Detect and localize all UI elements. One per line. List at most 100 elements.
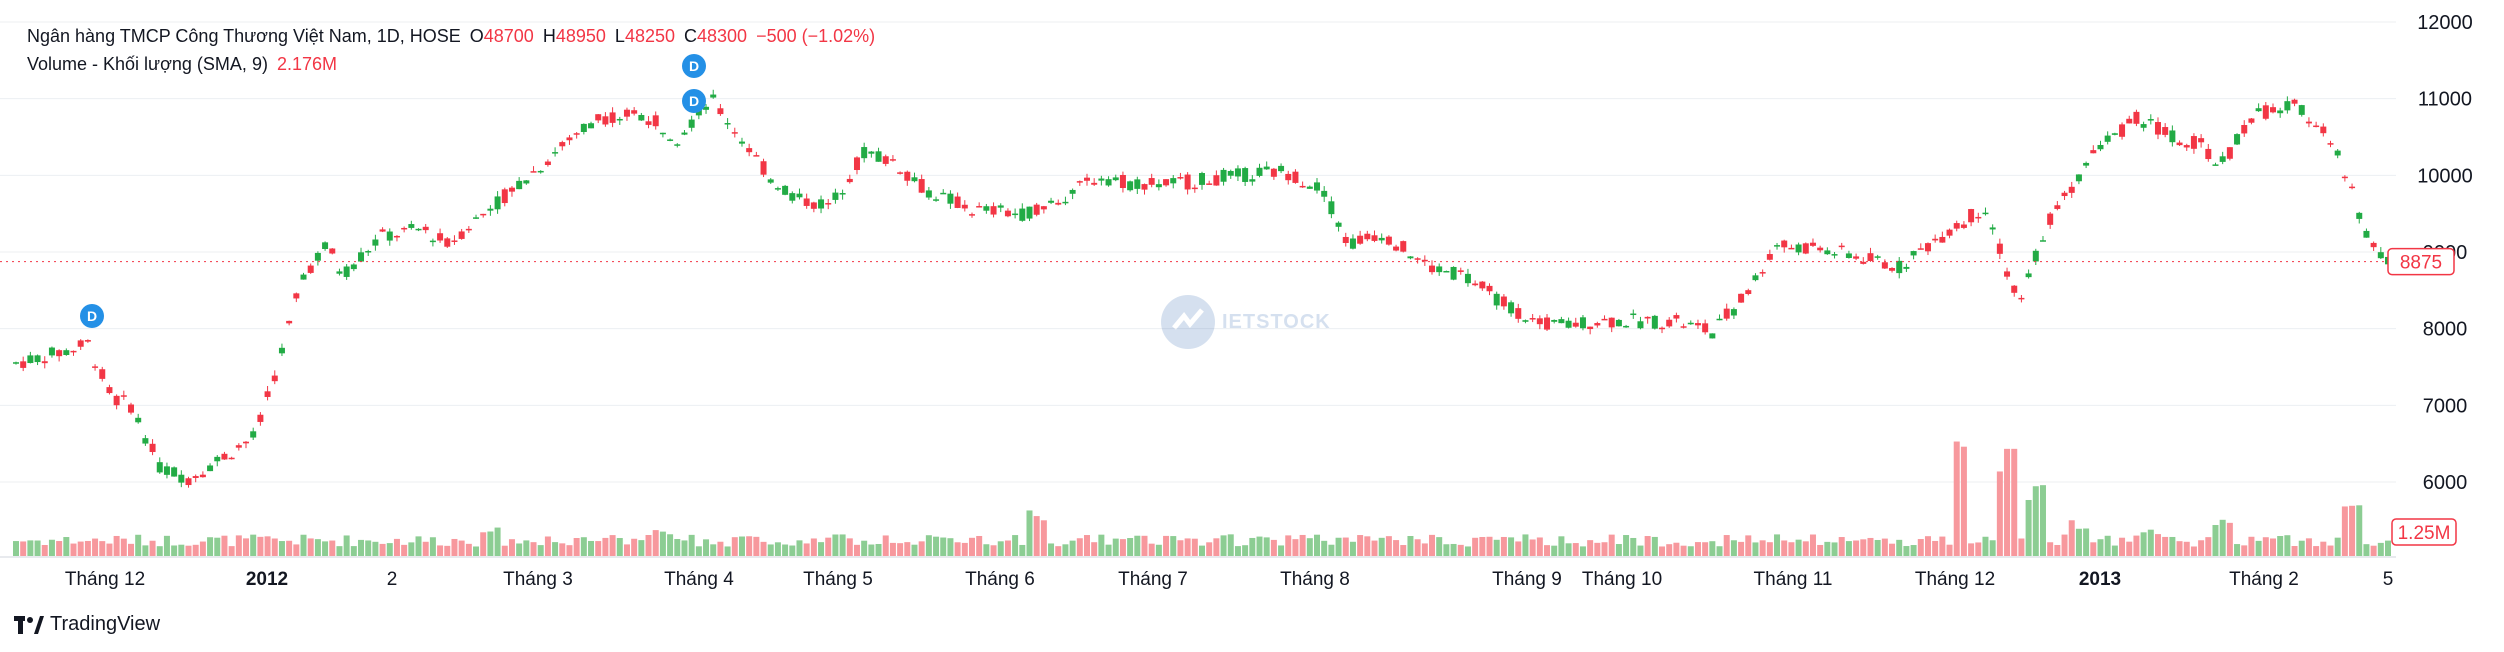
volume-bar <box>1802 541 1809 556</box>
volume-bar <box>904 542 911 556</box>
volume-bar <box>393 538 400 556</box>
candle-body <box>1163 179 1170 186</box>
volume-bar <box>1680 545 1687 556</box>
volume-bar <box>1213 538 1220 556</box>
candle-body <box>1256 167 1263 176</box>
candle-body <box>1342 236 1349 243</box>
candle-body <box>329 248 336 254</box>
candle-body <box>1637 321 1644 329</box>
candle-body <box>1824 250 1831 255</box>
volume-bar <box>803 543 810 556</box>
time-axis[interactable]: Tháng 12 2012 2 Tháng 3 Tháng 4 Tháng 5 Tháng … <box>65 569 2393 590</box>
volume-bar <box>1306 538 1313 556</box>
symbol-legend[interactable]: Ngân hàng TMCP Công Thương Việt Nam, 1D,… <box>27 26 879 47</box>
volume-bar <box>1227 534 1234 556</box>
volume-bar <box>580 537 587 556</box>
candle-body <box>1364 233 1371 240</box>
candle-body <box>1752 275 1759 281</box>
candle-body <box>552 152 559 154</box>
svg-text:D: D <box>689 58 699 74</box>
volume-bar <box>738 536 745 556</box>
dividend-marker[interactable]: D <box>80 304 104 328</box>
candle-body <box>77 340 84 347</box>
dividend-marker[interactable]: D <box>682 54 706 78</box>
candle-body <box>2320 126 2327 134</box>
candle-body <box>1608 317 1615 328</box>
volume-legend[interactable]: Volume - Khối lượng (SMA, 9) 2.176M <box>27 54 341 75</box>
candle-body <box>2190 136 2197 149</box>
volume-bar <box>2111 545 2118 556</box>
candle-body <box>2176 142 2183 146</box>
candle-body <box>1436 266 1443 273</box>
candle-body <box>1615 319 1622 327</box>
candle-body <box>609 112 616 123</box>
candle-body <box>501 189 508 204</box>
candle-body <box>1702 323 1709 333</box>
candle-body <box>1529 318 1536 320</box>
volume-bar <box>1608 534 1615 556</box>
candle-body <box>530 171 537 173</box>
candle-body <box>192 476 199 478</box>
volume-bar <box>1076 538 1083 556</box>
candle-body <box>2104 135 2111 142</box>
candle-body <box>120 395 127 397</box>
candle-body <box>149 443 156 453</box>
candle-body <box>968 214 975 216</box>
candle-body <box>171 467 178 477</box>
volume-bar <box>1493 539 1500 556</box>
candle-body <box>882 156 889 164</box>
candle-body <box>2298 105 2305 115</box>
volume-bar <box>746 536 753 556</box>
volume-bar <box>1220 535 1227 556</box>
tradingview-logo[interactable]: TradingView <box>14 613 160 636</box>
candle-body <box>2097 144 2104 150</box>
volume-bar <box>523 540 530 556</box>
price-axis[interactable]: 1200011000100009000800070006000 <box>2417 12 2473 494</box>
volume-bar <box>365 540 372 556</box>
volume-bar <box>1019 544 1026 556</box>
candle-body <box>1479 281 1486 289</box>
candle-body <box>343 266 350 277</box>
volume-bar <box>1989 540 1996 556</box>
volume-bar <box>925 535 932 556</box>
volume-bar <box>1155 544 1162 556</box>
volume-bar <box>1184 538 1191 556</box>
last-volume-label: 1.25M <box>2391 518 2457 546</box>
candle-body <box>544 161 551 166</box>
volume-bar <box>34 540 41 556</box>
candle-body <box>861 147 868 159</box>
volume-bar <box>1270 539 1277 556</box>
candle-body <box>142 438 149 444</box>
candle-body <box>1270 168 1277 177</box>
volume-bar <box>703 539 710 556</box>
time-tick-label: Tháng 5 <box>803 569 873 590</box>
candle-body <box>422 226 429 231</box>
volume-bar <box>199 541 206 556</box>
volume-bar <box>1148 543 1155 556</box>
volume-bar <box>84 540 91 556</box>
candle-body <box>2075 174 2082 182</box>
volume-bar <box>1968 543 1975 556</box>
volume-bar <box>1342 537 1349 556</box>
volume-bar <box>1385 536 1392 556</box>
volume-bar <box>20 541 27 556</box>
candle-body <box>1249 179 1256 182</box>
candle-body <box>135 417 142 423</box>
dividend-markers[interactable]: D D D <box>80 54 706 328</box>
volume-bar <box>99 541 106 556</box>
volume-bar <box>1910 545 1917 556</box>
candle-body <box>645 121 652 125</box>
volume-bar <box>451 538 458 556</box>
candle-body <box>1860 261 1867 264</box>
candle-body <box>1594 323 1601 326</box>
candle-body <box>358 252 365 262</box>
dividend-marker[interactable]: D <box>682 89 706 113</box>
volume-bar <box>1486 536 1493 556</box>
candle-body <box>1716 318 1723 321</box>
volume-bar <box>329 540 336 556</box>
volume-bars <box>13 441 2391 556</box>
candle-body <box>724 123 731 125</box>
candle-body <box>1659 327 1666 330</box>
volume-bar <box>537 545 544 556</box>
